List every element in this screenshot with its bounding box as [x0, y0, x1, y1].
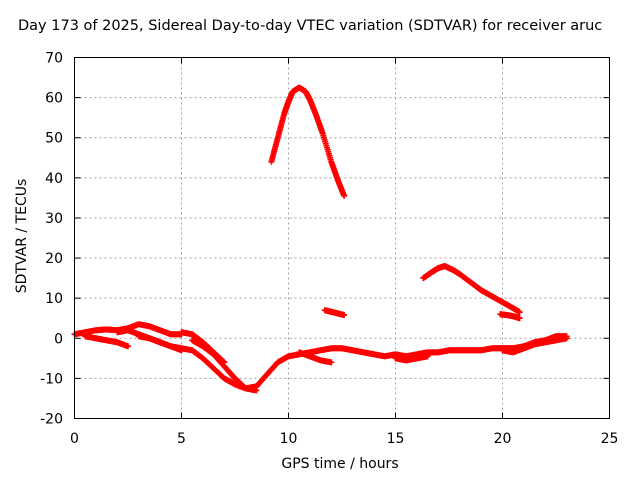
- series-arc-2: [82, 333, 131, 350]
- ticks: 0 5 10 15 20 25 -20 -10 0 10 20 30 40 50 60 70: [40, 51, 618, 448]
- y-tick-label: 0: [54, 331, 63, 347]
- series-arc-14: [520, 333, 570, 350]
- x-tick-label: 10: [280, 431, 298, 447]
- y-tick-label: -20: [40, 412, 63, 428]
- y-tick-label: 30: [45, 211, 63, 227]
- data-point: [125, 343, 131, 350]
- data-point: [424, 353, 431, 360]
- series-arc-8: [321, 307, 348, 319]
- data-point: [253, 387, 260, 394]
- series-arc-12: [497, 311, 523, 322]
- series-arc-10: [392, 353, 431, 364]
- chart-title: Day 173 of 2025, Sidereal Day-to-day VTE…: [18, 18, 603, 34]
- data-points: [71, 84, 570, 394]
- y-tick-label: 60: [45, 91, 63, 107]
- series-arc-11: [420, 263, 523, 316]
- y-tick-label: 70: [45, 51, 63, 67]
- x-tick-label: 0: [70, 431, 79, 447]
- series-arc-9: [296, 349, 335, 366]
- data-point: [341, 192, 348, 199]
- x-tick-label: 20: [494, 431, 512, 447]
- series-arc-4: [135, 333, 185, 354]
- data-point: [516, 309, 523, 316]
- x-tick-label: 5: [177, 431, 186, 447]
- grid: [74, 57, 610, 419]
- series-arc-3: [114, 327, 527, 392]
- y-tick-label: 40: [45, 171, 63, 187]
- series-arc-6: [189, 337, 260, 394]
- x-tick-label: 15: [387, 431, 405, 447]
- y-tick-label: 20: [45, 251, 63, 267]
- data-point: [341, 312, 348, 319]
- data-point: [563, 333, 570, 340]
- plot-frame: [74, 57, 610, 419]
- y-tick-label: -10: [40, 371, 63, 387]
- data-point: [328, 359, 335, 366]
- x-tick-label: 25: [601, 431, 619, 447]
- y-tick-label: 50: [45, 131, 63, 147]
- data-point: [178, 347, 185, 354]
- series-arc-7: [268, 84, 348, 199]
- x-axis-label: GPS time / hours: [281, 456, 399, 472]
- data-point: [516, 315, 523, 322]
- y-tick-label: 10: [45, 291, 63, 307]
